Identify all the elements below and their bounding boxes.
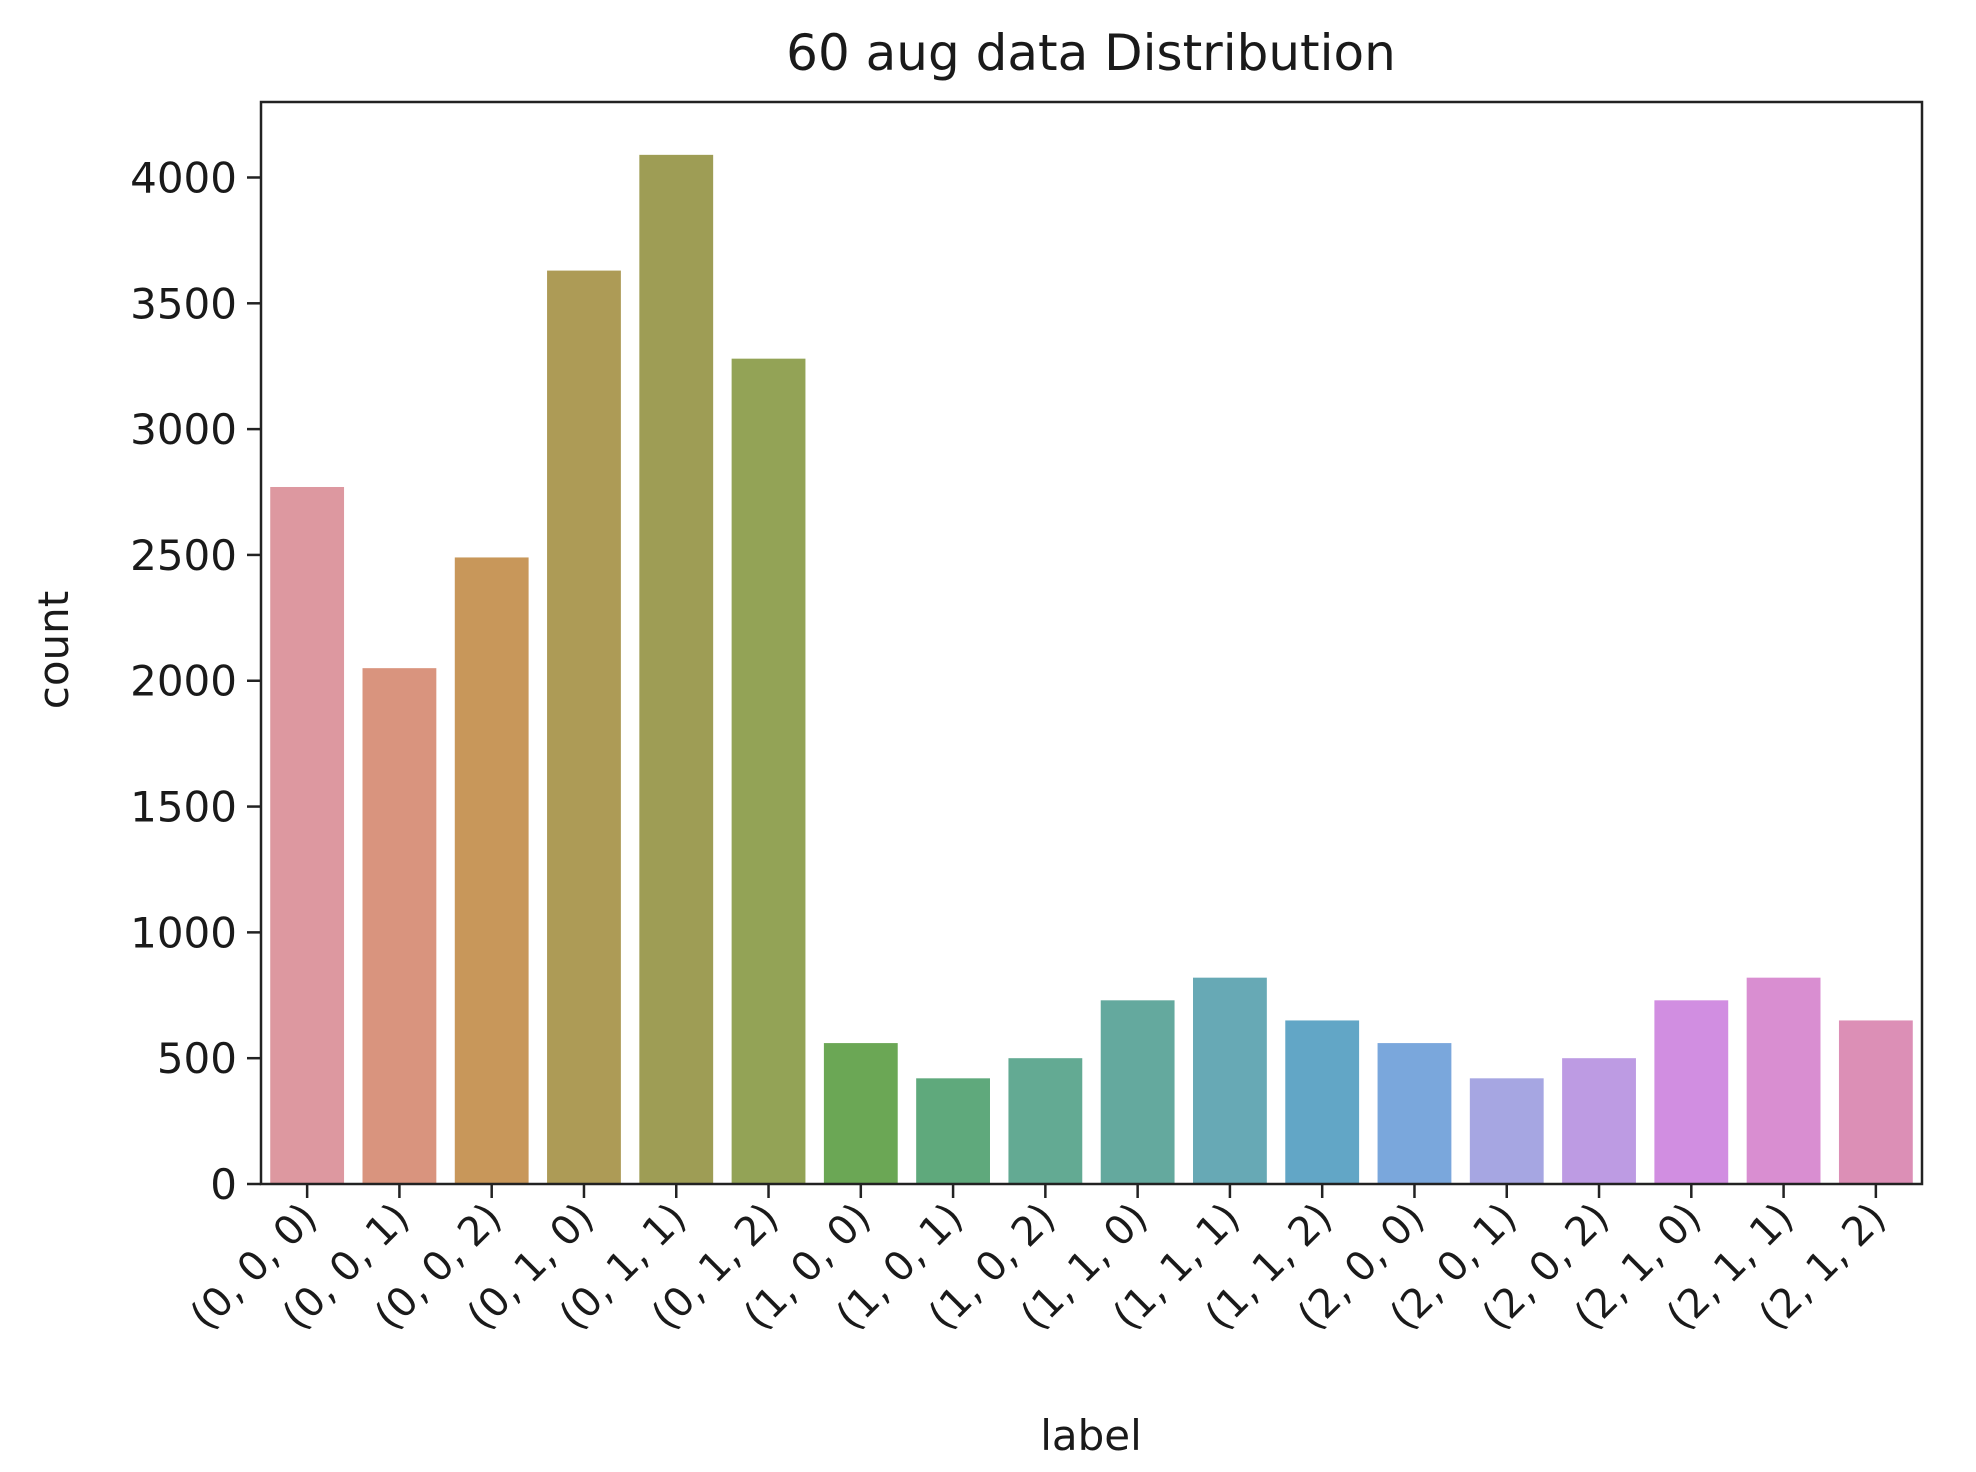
y-tick-label-2: 1000 [130, 908, 237, 957]
chart-title: 60 aug data Distribution [786, 24, 1396, 82]
y-tick-label-7: 3500 [130, 279, 237, 328]
y-axis: 0 500 1000 1500 2000 2500 3000 3500 4000 [130, 153, 261, 1209]
bar-3 [547, 270, 621, 1184]
y-tick-label-6: 3000 [130, 405, 237, 454]
bar-12 [1377, 1043, 1452, 1184]
y-tick-label-3: 1500 [130, 783, 237, 832]
x-axis: (0, 0, 0)(0, 0, 1)(0, 0, 2)(0, 1, 0)(0, … [182, 1184, 1895, 1339]
bar-15 [1654, 1000, 1729, 1184]
bar-1 [362, 668, 437, 1184]
bar-6 [823, 1043, 898, 1184]
x-axis-label: label [1040, 1411, 1142, 1460]
bar-4 [639, 154, 714, 1185]
bar-7 [916, 1078, 990, 1184]
bar-16 [1746, 977, 1821, 1184]
bar-2 [454, 557, 529, 1184]
y-tick-label-0: 0 [210, 1160, 237, 1209]
bars-group [270, 154, 1913, 1185]
bar-5 [731, 358, 806, 1184]
bar-14 [1562, 1058, 1636, 1184]
bar-0 [270, 486, 345, 1184]
y-tick-label-5: 2500 [130, 531, 237, 580]
y-tick-label-4: 2000 [130, 657, 237, 706]
bar-17 [1838, 1020, 1913, 1184]
bar-11 [1285, 1020, 1360, 1184]
bar-10 [1193, 977, 1267, 1184]
y-tick-label-1: 500 [157, 1034, 237, 1083]
bar-8 [1008, 1058, 1083, 1184]
plot-frame [259, 100, 1924, 1186]
bar-9 [1100, 1000, 1175, 1184]
y-axis-label: count [29, 591, 78, 710]
y-tick-label-8: 4000 [130, 153, 237, 202]
bar-13 [1469, 1078, 1544, 1184]
